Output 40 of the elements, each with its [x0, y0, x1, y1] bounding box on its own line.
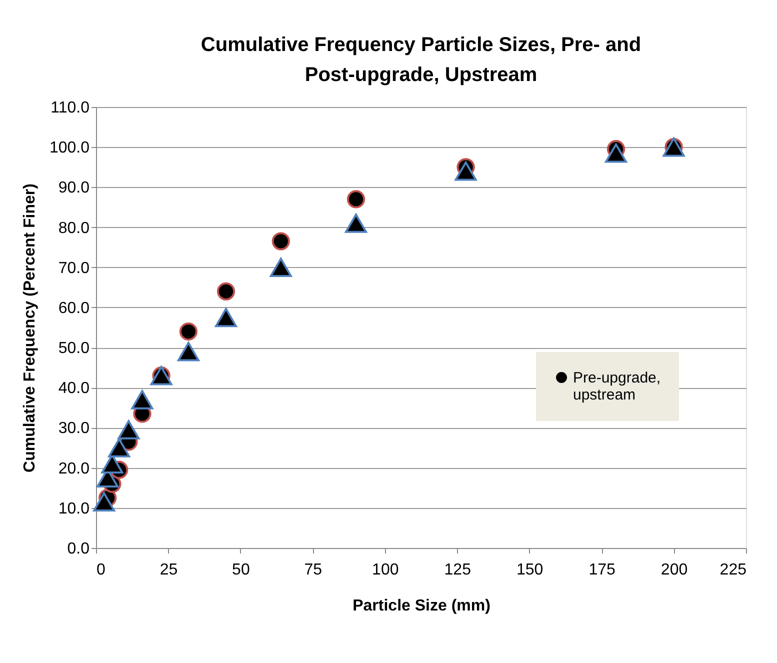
y-tick-label: 40.0 — [58, 380, 90, 398]
y-tick-label: 100.0 — [49, 140, 90, 157]
point — [272, 232, 290, 250]
point — [215, 308, 237, 328]
x-tick-label: 200 — [660, 562, 688, 578]
x-tick-label: 25 — [160, 562, 178, 578]
x-tick-label: 150 — [516, 562, 544, 578]
x-tick-label: 0 — [96, 562, 106, 578]
y-tick-label: 0.0 — [67, 540, 90, 558]
y-tick-label: 10.0 — [58, 500, 90, 518]
x-tick-label: 50 — [232, 562, 250, 578]
y-tick-label: 30.0 — [58, 420, 90, 438]
x-tick-label: 125 — [444, 562, 472, 578]
point — [605, 143, 627, 163]
point — [108, 438, 130, 458]
x-axis-title: Particle Size (mm) — [352, 598, 490, 614]
point — [177, 342, 200, 362]
x-tick-label: 175 — [588, 562, 616, 578]
y-axis-title: Cumulative Frequency (Percent Finer) — [21, 184, 38, 472]
y-tick-label: 80.0 — [58, 220, 90, 237]
legend-label: Pre-upgrade, upstream — [573, 370, 661, 404]
point — [93, 492, 116, 512]
point — [345, 214, 367, 233]
point — [179, 322, 198, 341]
chart-title: Cumulative Frequency Particle Sizes, Pre- and Post-upgrade, Upstream — [200, 34, 642, 86]
y-tick-label: 110.0 — [50, 100, 90, 116]
x-tick-label: 100 — [372, 562, 399, 578]
point — [346, 190, 366, 208]
point — [216, 282, 236, 300]
y-tick-label: 60.0 — [58, 300, 90, 317]
y-tick-label: 50.0 — [58, 340, 90, 358]
y-tick-label: 20.0 — [58, 460, 90, 478]
y-tick-label: 70.0 — [58, 260, 90, 277]
y-tick-label: 90.0 — [58, 180, 90, 197]
x-tick-label: 75 — [304, 562, 322, 578]
x-tick-label: 225 — [720, 562, 747, 578]
point — [270, 258, 292, 278]
point — [454, 161, 477, 181]
point — [131, 390, 154, 410]
point — [118, 420, 140, 440]
